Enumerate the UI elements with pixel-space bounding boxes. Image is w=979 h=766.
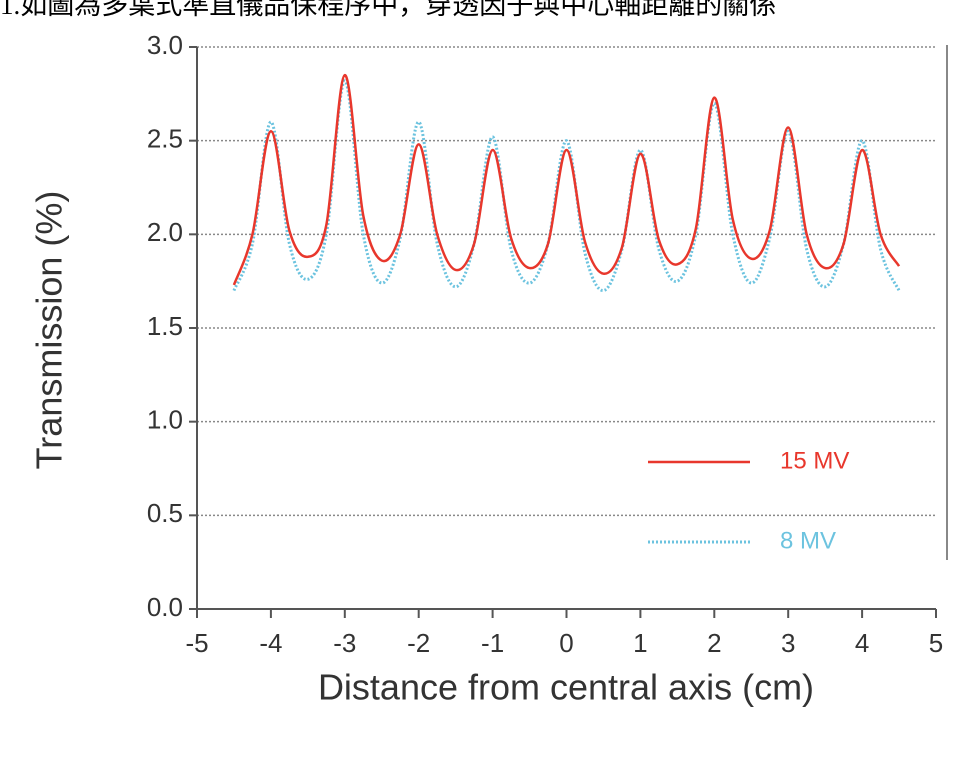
header: 1.如圖為多葉式準直儀品保程序中，穿透因子與中心軸距離的關係 xyxy=(0,0,776,20)
y-axis-label: Transmission (%) xyxy=(29,191,70,470)
x-tick-label: -2 xyxy=(407,628,430,658)
y-tick-label: 3.0 xyxy=(147,30,183,60)
x-tick-label: -4 xyxy=(259,628,282,658)
x-tick-label: 2 xyxy=(707,628,721,658)
x-axis-label: Distance from central axis (cm) xyxy=(318,667,814,708)
x-tick-label: -5 xyxy=(185,628,208,658)
x-tick-label: 5 xyxy=(929,628,943,658)
y-tick-label: 2.5 xyxy=(147,124,183,154)
series-line xyxy=(232,73,901,286)
x-tick-label: 3 xyxy=(781,628,795,658)
y-tick-label: 0.5 xyxy=(147,498,183,528)
y-tick-label: 1.5 xyxy=(147,311,183,341)
x-tick-label: -3 xyxy=(333,628,356,658)
series-line xyxy=(232,79,901,293)
plot-frame xyxy=(196,47,936,610)
y-tick-label: 1.0 xyxy=(147,405,183,435)
y-tick-label: 2.0 xyxy=(147,217,183,247)
y-tick-label: 0.0 xyxy=(147,592,183,622)
x-tick-label: 0 xyxy=(559,628,573,658)
legend-label: 8 MV xyxy=(780,527,836,554)
x-tick-label: 4 xyxy=(855,628,869,658)
x-tick-label: 1 xyxy=(633,628,647,658)
legend-label: 15 MV xyxy=(780,447,849,474)
x-tick-label: -1 xyxy=(481,628,504,658)
